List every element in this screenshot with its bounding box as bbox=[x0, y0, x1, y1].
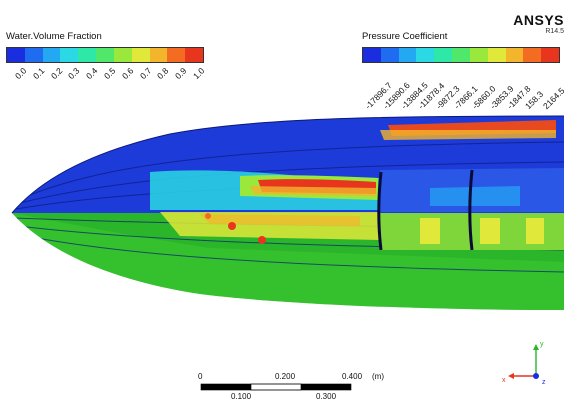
water-volume-fraction-legend bbox=[6, 47, 204, 63]
legend-swatch bbox=[167, 48, 186, 62]
axis-z-label: z bbox=[542, 379, 546, 386]
legend-swatch bbox=[487, 48, 506, 62]
ansys-logo: ANSYS bbox=[513, 12, 564, 28]
version-label: R14.5 bbox=[545, 28, 564, 35]
legend-swatch bbox=[24, 48, 43, 62]
scale-tick-0300: 0.300 bbox=[316, 392, 337, 401]
legend-swatch bbox=[505, 48, 524, 62]
hull-outline bbox=[11, 115, 564, 214]
legend-swatch bbox=[185, 48, 203, 62]
legend-swatch bbox=[149, 48, 168, 62]
legend-swatch bbox=[380, 48, 399, 62]
legend-swatch bbox=[78, 48, 97, 62]
legend-swatch bbox=[96, 48, 114, 62]
legend-swatch bbox=[469, 48, 488, 62]
legend-swatch bbox=[434, 48, 453, 62]
pressure-legend-title: Pressure Coefficient bbox=[362, 31, 448, 42]
axis-y-label: y bbox=[540, 341, 544, 348]
legend-swatch bbox=[42, 48, 61, 62]
hull-steps bbox=[377, 169, 474, 251]
legend-swatch bbox=[113, 48, 132, 62]
scale-tick-0: 0 bbox=[198, 372, 203, 381]
legend-swatch bbox=[363, 48, 381, 62]
axis-x-label: x bbox=[502, 377, 506, 384]
scale-tick-0200: 0.200 bbox=[275, 372, 296, 381]
legend-swatch bbox=[7, 48, 25, 62]
legend-swatch bbox=[416, 48, 435, 62]
reattachment-zone bbox=[160, 212, 380, 244]
legend-swatch bbox=[131, 48, 150, 62]
legend-swatch bbox=[60, 48, 79, 62]
legend-swatch bbox=[398, 48, 417, 62]
legend-swatch bbox=[523, 48, 542, 62]
axis-triad: y x z bbox=[502, 341, 546, 386]
legend-swatch bbox=[541, 48, 559, 62]
wet-region bbox=[150, 170, 380, 210]
scale-unit: (m) bbox=[372, 372, 384, 381]
pressure-coefficient-legend bbox=[362, 47, 560, 63]
scale-tick-0400: 0.400 bbox=[342, 372, 363, 381]
water-legend-title: Water.Volume Fraction bbox=[6, 31, 102, 42]
scale-tick-0100: 0.100 bbox=[231, 392, 252, 401]
legend-swatch bbox=[452, 48, 470, 62]
